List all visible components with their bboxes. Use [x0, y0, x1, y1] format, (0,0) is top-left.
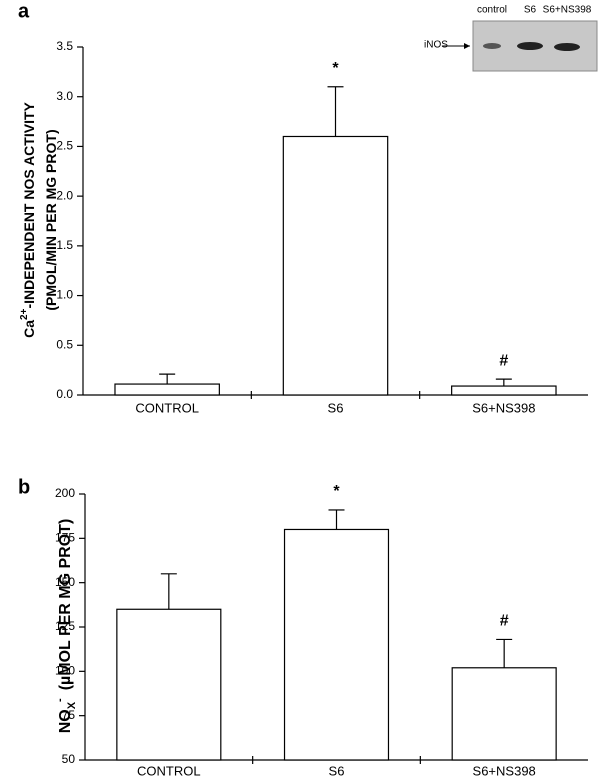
bar — [283, 528, 390, 761]
annotation: # — [500, 613, 509, 630]
y-tick-label: 50 — [62, 752, 76, 766]
y-tick-label: 100 — [55, 664, 75, 678]
y-tick-label: 1.5 — [56, 238, 73, 252]
y-axis-label-part: Ca — [21, 320, 37, 338]
bar — [114, 383, 220, 396]
panel-label: a — [18, 0, 30, 22]
x-tick-label: S6 — [329, 763, 345, 778]
annotation: # — [499, 352, 508, 369]
blot-band — [483, 43, 501, 49]
inset-blot: iNOS control S6 S6+NS398 — [424, 5, 598, 72]
y-tick-label: 1.0 — [56, 288, 73, 302]
y-tick-label: 3.0 — [56, 89, 73, 103]
y-axis-label-part: X — [66, 701, 78, 709]
y-tick-label: 175 — [55, 531, 75, 545]
y-axis-label-part: NO — [57, 709, 74, 733]
y-axis-label-part: 2+ — [19, 308, 30, 320]
panel-label: b — [18, 476, 30, 498]
blot-lane: S6 — [524, 5, 537, 16]
y-tick-label: 0.5 — [56, 337, 73, 351]
blot-arrow-head — [464, 43, 470, 49]
y-axis-label: Ca2+-INDEPENDENT NOS ACTIVITY — [19, 101, 37, 337]
annotation: * — [333, 483, 340, 500]
blot-lane: control — [477, 5, 507, 16]
y-tick-label: 75 — [62, 708, 76, 722]
blot-band — [554, 43, 580, 51]
y-tick-label: 125 — [55, 619, 75, 633]
y-axis-label-part: -INDEPENDENT NOS ACTIVITY — [21, 101, 37, 308]
x-tick-label: CONTROL — [137, 763, 201, 778]
bar — [282, 135, 389, 396]
blot-band — [517, 42, 543, 50]
blot-lane: S6+NS398 — [543, 5, 592, 16]
x-tick-label: CONTROL — [135, 400, 199, 415]
bar — [451, 667, 557, 761]
x-tick-label: S6+NS398 — [472, 400, 535, 415]
x-tick-label: S6 — [328, 400, 344, 415]
y-axis-label: NOX- (µMOL PER MG PROT) — [54, 519, 78, 734]
y-tick-label: 0.0 — [56, 387, 73, 401]
y-axis-label-part: (µMOL PER MG PROT) — [57, 519, 74, 691]
y-axis-label: (PMOL/MIN PER MG PROT) — [43, 129, 59, 310]
y-axis-label-part: - — [54, 698, 66, 702]
y-tick-label: 2.0 — [56, 188, 73, 202]
annotation: * — [332, 60, 339, 77]
y-tick-label: 2.5 — [56, 139, 73, 153]
y-tick-label: 3.5 — [56, 39, 73, 53]
bar — [116, 608, 222, 761]
y-tick-label: 200 — [55, 486, 75, 500]
blot-marker: iNOS — [424, 40, 448, 51]
bar — [451, 385, 557, 396]
y-tick-label: 150 — [55, 575, 75, 589]
x-tick-label: S6+NS398 — [473, 763, 536, 778]
y-axis-label-part: (PMOL/MIN PER MG PROT) — [43, 129, 59, 310]
